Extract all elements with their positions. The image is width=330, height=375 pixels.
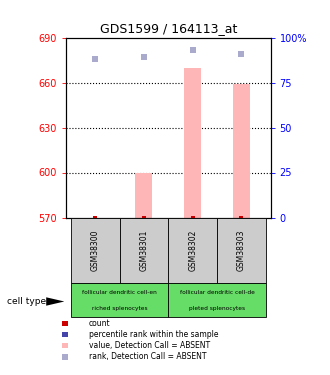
Bar (184, 68, 201, 218)
Text: cell type: cell type (7, 297, 46, 306)
Polygon shape (46, 297, 64, 306)
Bar (71, 283, 168, 317)
Point (190, 47, 195, 53)
Bar (62, 343, 68, 348)
Text: rank, Detection Call = ABSENT: rank, Detection Call = ABSENT (89, 352, 207, 362)
Bar (62, 321, 68, 326)
Point (93, 214, 98, 220)
Point (141, 54, 147, 60)
Bar (233, 84, 250, 218)
Text: percentile rank within the sample: percentile rank within the sample (89, 330, 218, 339)
Text: GSM38302: GSM38302 (188, 230, 197, 271)
Bar (168, 283, 266, 317)
Text: count: count (89, 319, 111, 328)
Bar (62, 354, 68, 360)
Text: GSM38300: GSM38300 (91, 230, 100, 271)
Title: GDS1599 / 164113_at: GDS1599 / 164113_at (100, 22, 237, 35)
Point (190, 214, 195, 220)
Bar (62, 332, 68, 337)
Text: value, Detection Call = ABSENT: value, Detection Call = ABSENT (89, 341, 210, 350)
Point (239, 214, 244, 220)
Text: riched splenocytes: riched splenocytes (92, 306, 148, 311)
Text: follicular dendritic cell-en: follicular dendritic cell-en (82, 290, 157, 295)
Bar (71, 217, 119, 283)
Text: pleted splenocytes: pleted splenocytes (189, 306, 245, 311)
Text: follicular dendritic cell-de: follicular dendritic cell-de (180, 290, 254, 295)
Bar (217, 217, 266, 283)
Text: GSM38303: GSM38303 (237, 230, 246, 271)
Point (93, 56, 98, 62)
Point (239, 51, 244, 57)
Bar (168, 217, 217, 283)
Point (141, 214, 147, 220)
Text: GSM38301: GSM38301 (140, 230, 148, 271)
Bar (119, 217, 168, 283)
Bar (135, 172, 152, 217)
